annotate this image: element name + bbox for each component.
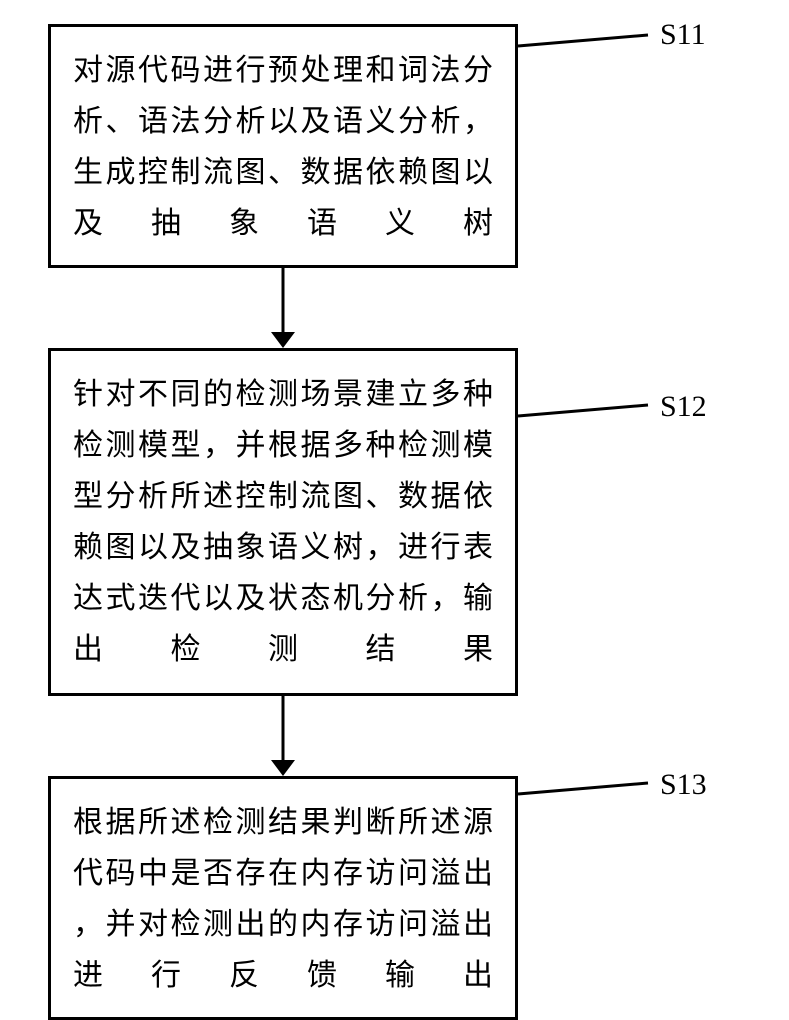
arrow-s12-s13 [0,0,789,1000]
flowchart-container: 对源代码进行预处理和词法分 析、语法分析以及语义分析， 生成控制流图、数据依赖图… [0,0,789,1000]
